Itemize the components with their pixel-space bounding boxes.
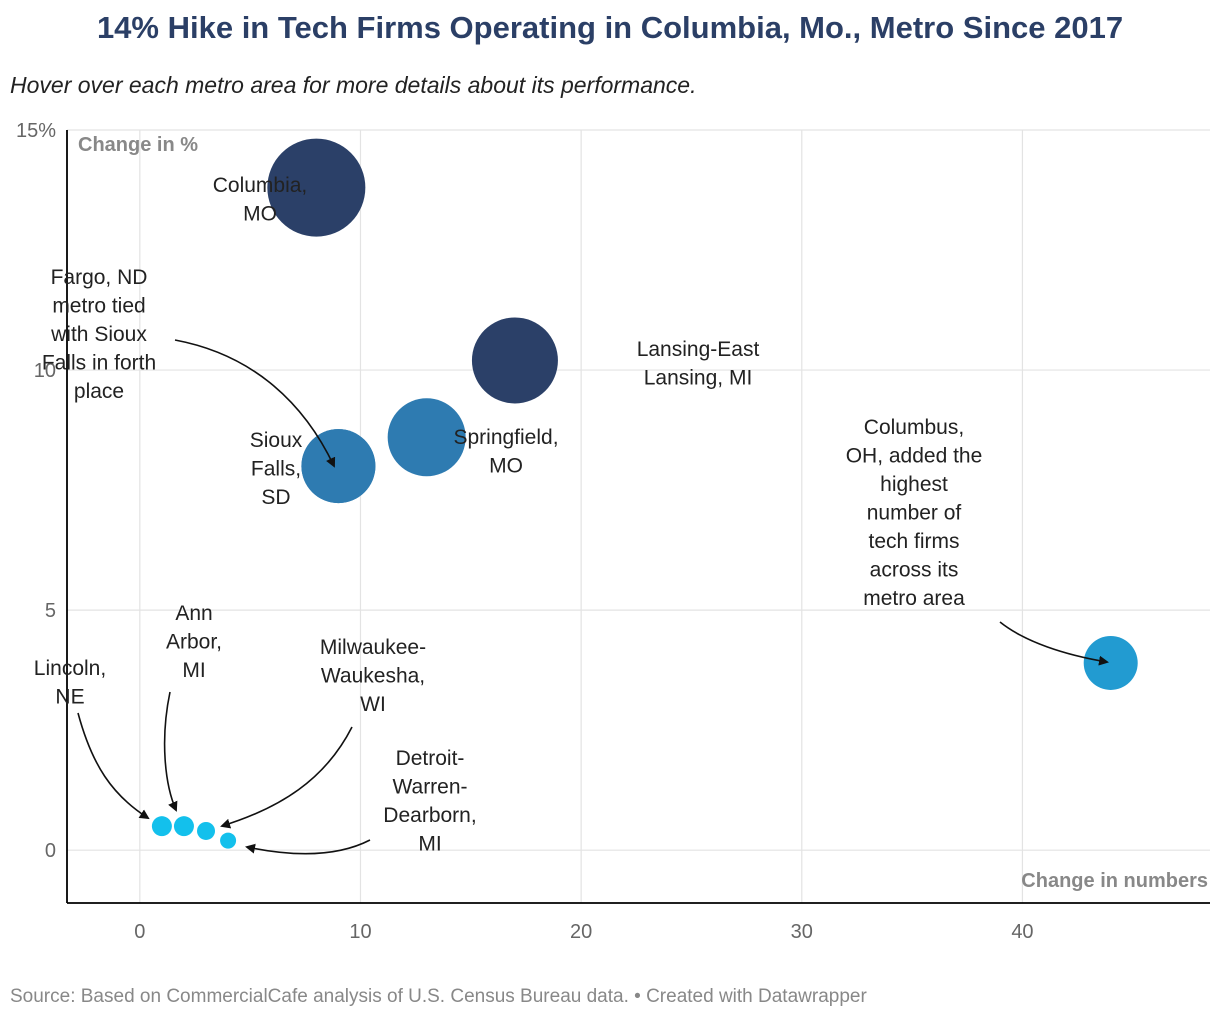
label-line: with Sioux — [50, 323, 147, 346]
arrow-annarbor — [163, 691, 178, 812]
label-line: OH, added the — [846, 445, 983, 468]
label-line: number of — [867, 502, 962, 525]
label-detroit: Detroit- Warren- Dearborn, MI — [383, 747, 476, 856]
bubbles — [151, 138, 1138, 849]
label-columbus: Columbus, OH, added the highest number of te… — [846, 416, 983, 610]
label-line: across its — [870, 559, 959, 582]
label-line: SD — [261, 486, 290, 509]
label-line: Columbus, — [864, 416, 964, 439]
label-line: Detroit- — [396, 747, 465, 770]
chart-title: 14% Hike in Tech Firms Operating in Colu… — [96, 10, 1124, 45]
label-line: Arbor, — [166, 631, 222, 654]
label-line: MO — [489, 455, 523, 478]
label-line: Lincoln, — [34, 657, 106, 680]
label-line: MI — [418, 833, 441, 856]
arrow-columbus — [999, 621, 1109, 666]
label-line: Falls, — [251, 458, 301, 481]
label-line: Warren- — [392, 776, 467, 799]
y-axis-title: Change in % — [78, 134, 198, 156]
label-lansing: Lansing-East Lansing, MI — [637, 338, 760, 390]
label-line: Columbia, — [213, 174, 308, 197]
arrow-fargo — [174, 339, 336, 468]
annotation-arrows — [77, 339, 1109, 855]
x-tick-label: 0 — [134, 921, 145, 943]
label-line: Lansing, MI — [644, 367, 753, 390]
label-lincoln: Lincoln, NE — [34, 657, 106, 709]
label-line: Waukesha, — [321, 665, 425, 688]
label-line: Milwaukee- — [320, 636, 426, 659]
bubble-milwaukee-waukesha-wi — [197, 821, 216, 840]
label-line: Fargo, ND — [51, 266, 148, 289]
x-tick-label: 40 — [1011, 921, 1033, 943]
label-annarbor: Ann Arbor, MI — [166, 602, 222, 682]
y-tick-label: 10 — [34, 360, 56, 382]
label-line: Sioux — [250, 429, 303, 452]
source-footer: Source: Based on CommercialCafe analysis… — [10, 986, 867, 1007]
label-line: Springfield, — [453, 426, 558, 449]
bubble-columbus-oh — [1083, 635, 1138, 690]
label-line: place — [74, 380, 124, 403]
label-line: tech firms — [868, 530, 959, 553]
label-line: MI — [182, 659, 205, 682]
bubble-fargo-nd — [301, 429, 376, 504]
gridlines — [67, 129, 1210, 903]
x-axis-title: Change in numbers — [1021, 870, 1208, 892]
arrow-lincoln — [77, 712, 150, 820]
label-line: highest — [880, 473, 948, 496]
bubble-detroit-warren-dearborn-mi — [220, 832, 237, 849]
label-line: Ann — [175, 602, 212, 625]
y-tick-label: 15% — [16, 120, 56, 142]
bubble-lincoln-ne — [151, 816, 172, 837]
label-sioux: Sioux Falls, SD — [250, 429, 303, 509]
label-line: WI — [360, 693, 386, 716]
label-fargo: Fargo, ND metro tied with Sioux Falls in fo… — [42, 266, 156, 403]
arrow-detroit — [245, 839, 371, 855]
label-line: metro tied — [52, 295, 145, 318]
x-tick-label: 10 — [349, 921, 371, 943]
bubble-lansing-east-lansing-mi — [471, 317, 558, 404]
label-columbia: Columbia, MO — [213, 174, 308, 226]
axes: 0 5 10 15% 0 10 20 30 40 Change in % Change in num… — [16, 120, 1210, 943]
label-line: MO — [243, 203, 277, 226]
label-line: Falls in forth — [42, 352, 156, 375]
chart-subtitle: Hover over each metro area for more deta… — [10, 72, 697, 98]
annotation-labels: Columbia, MO Lansing-East Lansing, MI Spring… — [34, 174, 982, 856]
y-tick-label: 5 — [45, 600, 56, 622]
label-line: Lansing-East — [637, 338, 760, 361]
x-tick-label: 30 — [791, 921, 813, 943]
label-line: NE — [55, 686, 84, 709]
label-springfield: Springfield, MO — [453, 426, 558, 478]
label-milwaukee: Milwaukee- Waukesha, WI — [320, 636, 426, 716]
x-tick-label: 20 — [570, 921, 592, 943]
label-line: Dearborn, — [383, 804, 476, 827]
arrow-milwaukee — [220, 726, 353, 829]
bubble-ann-arbor-mi — [173, 816, 194, 837]
bubble-columbia-mo — [267, 138, 366, 237]
label-line: metro area — [863, 587, 965, 610]
y-tick-label: 0 — [45, 840, 56, 862]
bubble-springfield-mo — [387, 398, 466, 477]
